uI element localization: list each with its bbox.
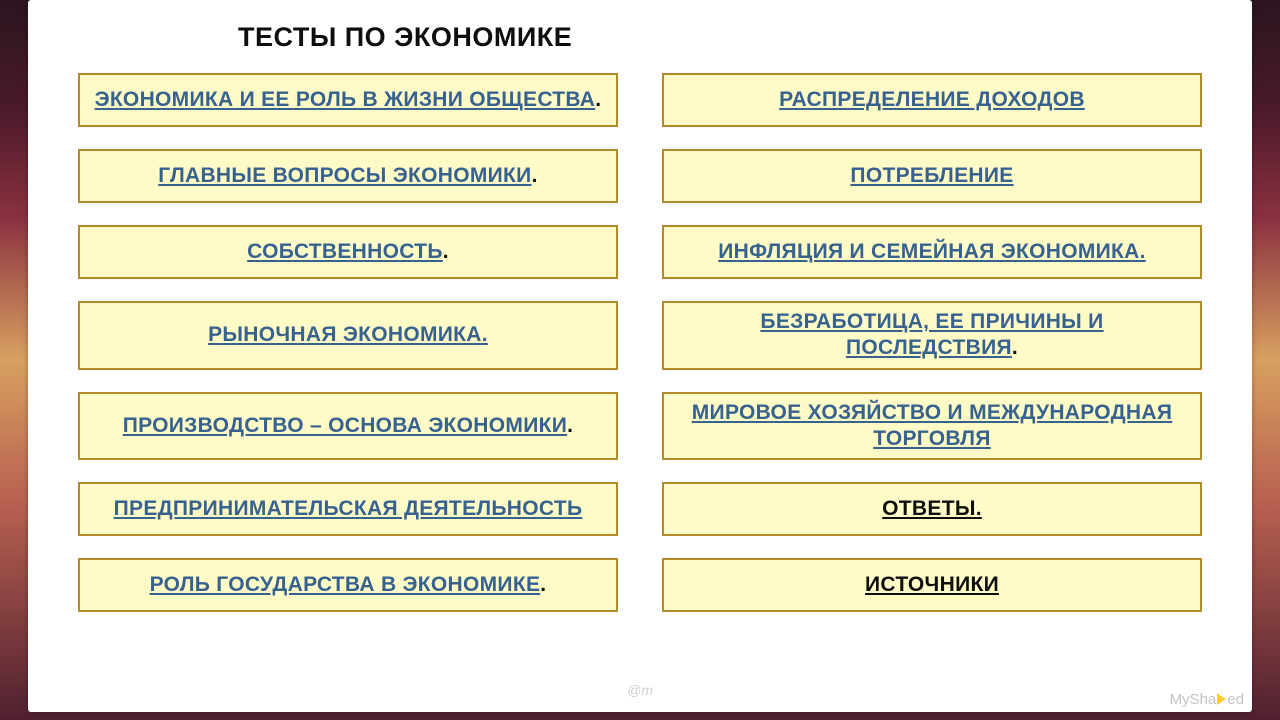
topic-suffix: . — [567, 414, 573, 437]
topic-link[interactable]: ПРОИЗВОДСТВО – ОСНОВА ЭКОНОМИКИ — [123, 414, 567, 437]
topic-sources[interactable]: ИСТОЧНИКИ — [662, 558, 1202, 612]
topic-entrepreneurship[interactable]: ПРЕДПРИНИМАТЕЛЬСКАЯ ДЕЯТЕЛЬНОСТЬ — [78, 482, 618, 536]
topic-plain[interactable]: ОТВЕТЫ. — [882, 496, 982, 522]
play-icon — [1217, 693, 1226, 705]
watermark-post: ed — [1227, 691, 1244, 708]
topic-link[interactable]: РАСПРЕДЕЛЕНИЕ ДОХОДОВ — [779, 88, 1085, 111]
topic-link[interactable]: ГЛАВНЫЕ ВОПРОСЫ ЭКОНОМИКИ — [158, 164, 531, 187]
topic-plain[interactable]: ИСТОЧНИКИ — [865, 572, 999, 598]
watermark: MyShaed — [1170, 691, 1244, 708]
topic-link[interactable]: РЫНОЧНАЯ ЭКОНОМИКА. — [208, 323, 488, 346]
topic-world-trade[interactable]: МИРОВОЕ ХОЗЯЙСТВО И МЕЖДУНАРОДНАЯ ТОРГОВ… — [662, 392, 1202, 461]
topic-link[interactable]: ИНФЛЯЦИЯ И СЕМЕЙНАЯ ЭКОНОМИКА. — [718, 240, 1146, 263]
topic-link[interactable]: ЭКОНОМИКА И ЕЕ РОЛЬ В ЖИЗНИ ОБЩЕСТВА — [95, 88, 596, 111]
topics-grid: ЭКОНОМИКА И ЕЕ РОЛЬ В ЖИЗНИ ОБЩЕСТВА. РА… — [78, 73, 1202, 612]
topic-suffix: . — [540, 573, 546, 596]
topic-link[interactable]: ПОТРЕБЛЕНИЕ — [850, 164, 1013, 187]
topic-main-questions[interactable]: ГЛАВНЫЕ ВОПРОСЫ ЭКОНОМИКИ. — [78, 149, 618, 203]
topic-answers[interactable]: ОТВЕТЫ. — [662, 482, 1202, 536]
background-frame: ТЕСТЫ ПО ЭКОНОМИКЕ ЭКОНОМИКА И ЕЕ РОЛЬ В… — [0, 0, 1280, 720]
topic-state-role[interactable]: РОЛЬ ГОСУДАРСТВА В ЭКОНОМИКЕ. — [78, 558, 618, 612]
page-title: ТЕСТЫ ПО ЭКОНОМИКЕ — [238, 22, 1202, 53]
topic-link[interactable]: БЕЗРАБОТИЦА, ЕЕ ПРИЧИНЫ И ПОСЛЕДСТВИЯ — [760, 310, 1103, 359]
topic-market-economy[interactable]: РЫНОЧНАЯ ЭКОНОМИКА. — [78, 301, 618, 370]
topic-unemployment[interactable]: БЕЗРАБОТИЦА, ЕЕ ПРИЧИНЫ И ПОСЛЕДСТВИЯ. — [662, 301, 1202, 370]
topic-suffix: . — [595, 88, 601, 111]
watermark-pre: MySha — [1170, 691, 1217, 708]
topic-suffix: . — [1012, 336, 1018, 359]
topic-link[interactable]: СОБСТВЕННОСТЬ — [247, 240, 443, 263]
topic-suffix: . — [443, 240, 449, 263]
topic-link[interactable]: РОЛЬ ГОСУДАРСТВА В ЭКОНОМИКЕ — [150, 573, 541, 596]
email-fragment: @m — [627, 682, 653, 698]
topic-production[interactable]: ПРОИЗВОДСТВО – ОСНОВА ЭКОНОМИКИ. — [78, 392, 618, 461]
topic-economy-role[interactable]: ЭКОНОМИКА И ЕЕ РОЛЬ В ЖИЗНИ ОБЩЕСТВА. — [78, 73, 618, 127]
topic-inflation[interactable]: ИНФЛЯЦИЯ И СЕМЕЙНАЯ ЭКОНОМИКА. — [662, 225, 1202, 279]
topic-consumption[interactable]: ПОТРЕБЛЕНИЕ — [662, 149, 1202, 203]
content-panel: ТЕСТЫ ПО ЭКОНОМИКЕ ЭКОНОМИКА И ЕЕ РОЛЬ В… — [28, 0, 1252, 712]
topic-income-distribution[interactable]: РАСПРЕДЕЛЕНИЕ ДОХОДОВ — [662, 73, 1202, 127]
topic-property[interactable]: СОБСТВЕННОСТЬ. — [78, 225, 618, 279]
topic-link[interactable]: МИРОВОЕ ХОЗЯЙСТВО И МЕЖДУНАРОДНАЯ ТОРГОВ… — [692, 401, 1172, 450]
topic-link[interactable]: ПРЕДПРИНИМАТЕЛЬСКАЯ ДЕЯТЕЛЬНОСТЬ — [114, 497, 583, 520]
topic-suffix: . — [532, 164, 538, 187]
